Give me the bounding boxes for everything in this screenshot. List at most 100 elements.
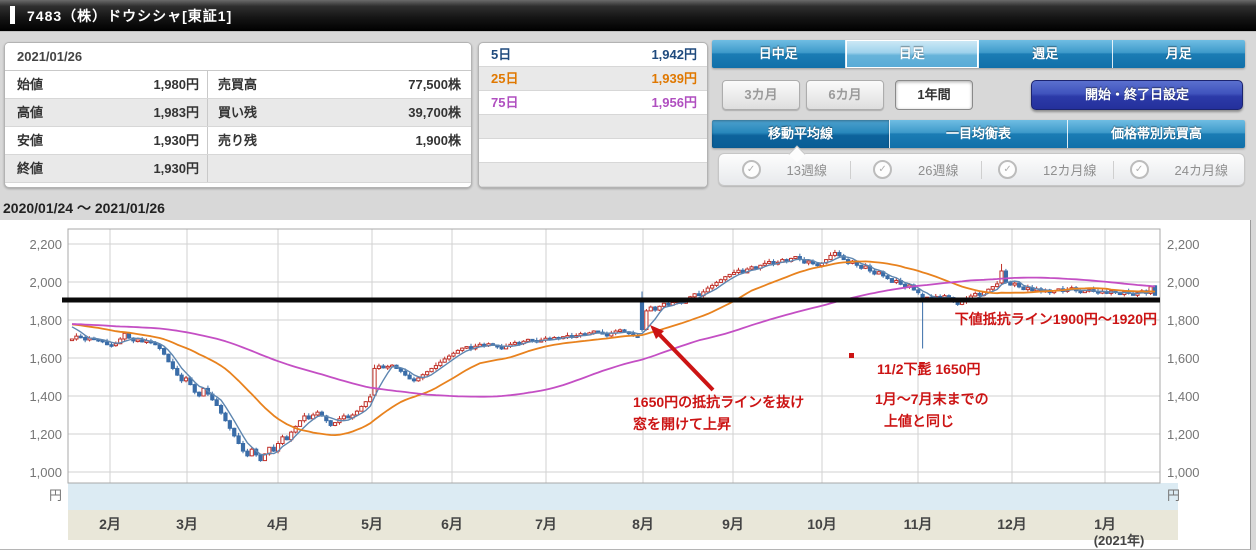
price-chart: 2,200 2,200 2,000 2,000 1,800 1,800 1,600 1,600… <box>29 228 1200 548</box>
svg-text:1,200: 1,200 <box>1167 427 1200 442</box>
high-label: 高値 <box>17 105 44 120</box>
period-tab-bar: 日中足 日足 週足 月足 <box>712 40 1245 68</box>
tab-volume-by-price[interactable]: 価格帯別売買高 <box>1068 120 1245 148</box>
ma-toggle-bar: ✓ 13週線 ✓ 26週線 ✓ 12カ月線 ✓ 24カ月線 <box>718 145 1245 186</box>
quote-panel: 2021/01/26 始値 1,980円 売買高 77,500株 高値 1,98… <box>4 42 472 188</box>
ma25-row: 25日 1,939円 <box>479 67 707 91</box>
margin-buy-value: 39,700株 <box>408 105 461 120</box>
svg-text:窓を開けて上昇: 窓を開けて上昇 <box>633 416 731 432</box>
svg-text:2,200: 2,200 <box>1167 237 1200 252</box>
svg-text:1,400: 1,400 <box>29 389 62 404</box>
svg-text:6月: 6月 <box>441 516 463 532</box>
svg-text:1月～7月末までの: 1月～7月末までの <box>875 391 989 407</box>
tab-moving-average[interactable]: 移動平均線 <box>712 120 890 148</box>
svg-text:2,000: 2,000 <box>29 275 62 290</box>
margin-buy-label: 買い残 <box>207 99 298 126</box>
quote-row-open: 始値 1,980円 売買高 77,500株 <box>5 71 471 99</box>
svg-text:1,000: 1,000 <box>29 465 62 480</box>
toggle-24month-ma[interactable]: ✓ 24カ月線 <box>1114 160 1245 179</box>
toggle-24month-label: 24カ月線 <box>1174 163 1228 178</box>
start-end-date-settings-button[interactable]: 開始・終了日設定 <box>1031 80 1243 110</box>
high-value: 1,983円 <box>153 105 199 120</box>
range-3months-button[interactable]: 3カ月 <box>722 80 800 110</box>
svg-text:1,400: 1,400 <box>1167 389 1200 404</box>
tab-intraday[interactable]: 日中足 <box>712 40 846 68</box>
svg-text:円: 円 <box>49 488 62 503</box>
low-value: 1,930円 <box>153 133 199 148</box>
svg-text:11/2下髭 1650円: 11/2下髭 1650円 <box>877 361 981 377</box>
range-6months-button[interactable]: 6カ月 <box>806 80 884 110</box>
svg-text:9月: 9月 <box>722 516 744 532</box>
svg-text:下値抵抗ライン1900円～1920円: 下値抵抗ライン1900円～1920円 <box>955 311 1157 327</box>
ma-legend-panel: 5日 1,942円 25日 1,939円 75日 1,956円 <box>478 42 708 188</box>
ma25-label: 25日 <box>491 71 519 86</box>
indicator-tab-bar: 移動平均線 一目均衡表 価格帯別売買高 <box>712 120 1245 148</box>
title-accent-bar <box>10 6 15 24</box>
check-circle-icon: ✓ <box>998 160 1018 179</box>
quote-row-close: 終値 1,930円 <box>5 155 471 183</box>
quote-row-low: 安値 1,930円 売り残 1,900株 <box>5 127 471 155</box>
toggle-13week-ma[interactable]: ✓ 13週線 <box>719 160 851 179</box>
tab-ichimoku[interactable]: 一目均衡表 <box>890 120 1068 148</box>
chart-controls: 日中足 日足 週足 月足 3カ月 6カ月 1年間 開始・終了日設定 移動平均線 … <box>712 40 1245 186</box>
svg-text:1,800: 1,800 <box>29 313 62 328</box>
volume-label: 売買高 <box>207 71 298 98</box>
ma75-row: 75日 1,956円 <box>479 91 707 115</box>
svg-text:11月: 11月 <box>904 516 933 532</box>
ma5-label: 5日 <box>491 47 512 62</box>
check-circle-icon: ✓ <box>741 160 761 179</box>
svg-text:1月: 1月 <box>1094 516 1116 532</box>
ma5-row: 5日 1,942円 <box>479 43 707 67</box>
low-label: 安値 <box>17 133 44 148</box>
svg-text:5月: 5月 <box>361 516 383 532</box>
svg-text:上値と同じ: 上値と同じ <box>884 413 954 429</box>
svg-text:7月: 7月 <box>535 516 557 532</box>
tab-monthly[interactable]: 月足 <box>1112 40 1245 68</box>
svg-text:4月: 4月 <box>267 516 289 532</box>
check-circle-icon: ✓ <box>1129 160 1149 179</box>
svg-text:2,000: 2,000 <box>1167 275 1200 290</box>
svg-text:8月: 8月 <box>632 516 654 532</box>
title-bar: 7483（株）ドウシシャ[東証1] <box>0 0 1256 32</box>
toggle-12month-label: 12カ月線 <box>1043 163 1097 178</box>
svg-text:1,200: 1,200 <box>29 427 62 442</box>
tab-daily[interactable]: 日足 <box>845 40 979 68</box>
svg-text:10月: 10月 <box>807 516 837 532</box>
ma75-value: 1,956円 <box>651 95 697 110</box>
svg-text:2,200: 2,200 <box>29 237 62 252</box>
chart-panel: 2,200 2,200 2,000 2,000 1,800 1,800 1,600 1,600… <box>0 220 1251 550</box>
toggle-13week-label: 13週線 <box>786 163 827 178</box>
ma5-value: 1,942円 <box>651 47 697 62</box>
toggle-12month-ma[interactable]: ✓ 12カ月線 <box>982 160 1114 179</box>
svg-text:1,000: 1,000 <box>1167 465 1200 480</box>
quote-date: 2021/01/26 <box>5 43 471 71</box>
volume-value: 77,500株 <box>408 77 461 92</box>
toggle-26week-label: 26週線 <box>918 163 959 178</box>
svg-text:1,600: 1,600 <box>1167 351 1200 366</box>
stock-title: 7483（株）ドウシシャ[東証1] <box>27 8 233 24</box>
open-value: 1,980円 <box>153 77 199 92</box>
chart-date-range: 2020/01/24 ～ 2021/01/26 <box>3 200 165 216</box>
check-circle-icon: ✓ <box>873 160 893 179</box>
ma25-value: 1,939円 <box>651 71 697 86</box>
svg-text:2月: 2月 <box>99 516 121 532</box>
close-value: 1,930円 <box>153 161 199 176</box>
svg-text:1,800: 1,800 <box>1167 313 1200 328</box>
svg-text:円: 円 <box>1167 488 1180 503</box>
close-label: 終値 <box>17 161 44 176</box>
margin-sell-label: 売り残 <box>207 127 298 154</box>
quote-row-high: 高値 1,983円 買い残 39,700株 <box>5 99 471 127</box>
margin-sell-value: 1,900株 <box>415 133 461 148</box>
toggle-26week-ma[interactable]: ✓ 26週線 <box>851 160 982 179</box>
svg-text:1650円の抵抗ラインを抜け: 1650円の抵抗ラインを抜け <box>633 394 804 410</box>
range-button-bar: 3カ月 6カ月 1年間 開始・終了日設定 <box>712 80 1245 110</box>
open-label: 始値 <box>17 77 44 92</box>
svg-text:3月: 3月 <box>176 516 198 532</box>
svg-text:12月: 12月 <box>997 516 1027 532</box>
tab-weekly[interactable]: 週足 <box>979 40 1113 68</box>
range-1year-button[interactable]: 1年間 <box>895 80 973 110</box>
svg-text:1,600: 1,600 <box>29 351 62 366</box>
svg-text:(2021年): (2021年) <box>1094 533 1145 548</box>
ma75-label: 75日 <box>491 95 519 110</box>
